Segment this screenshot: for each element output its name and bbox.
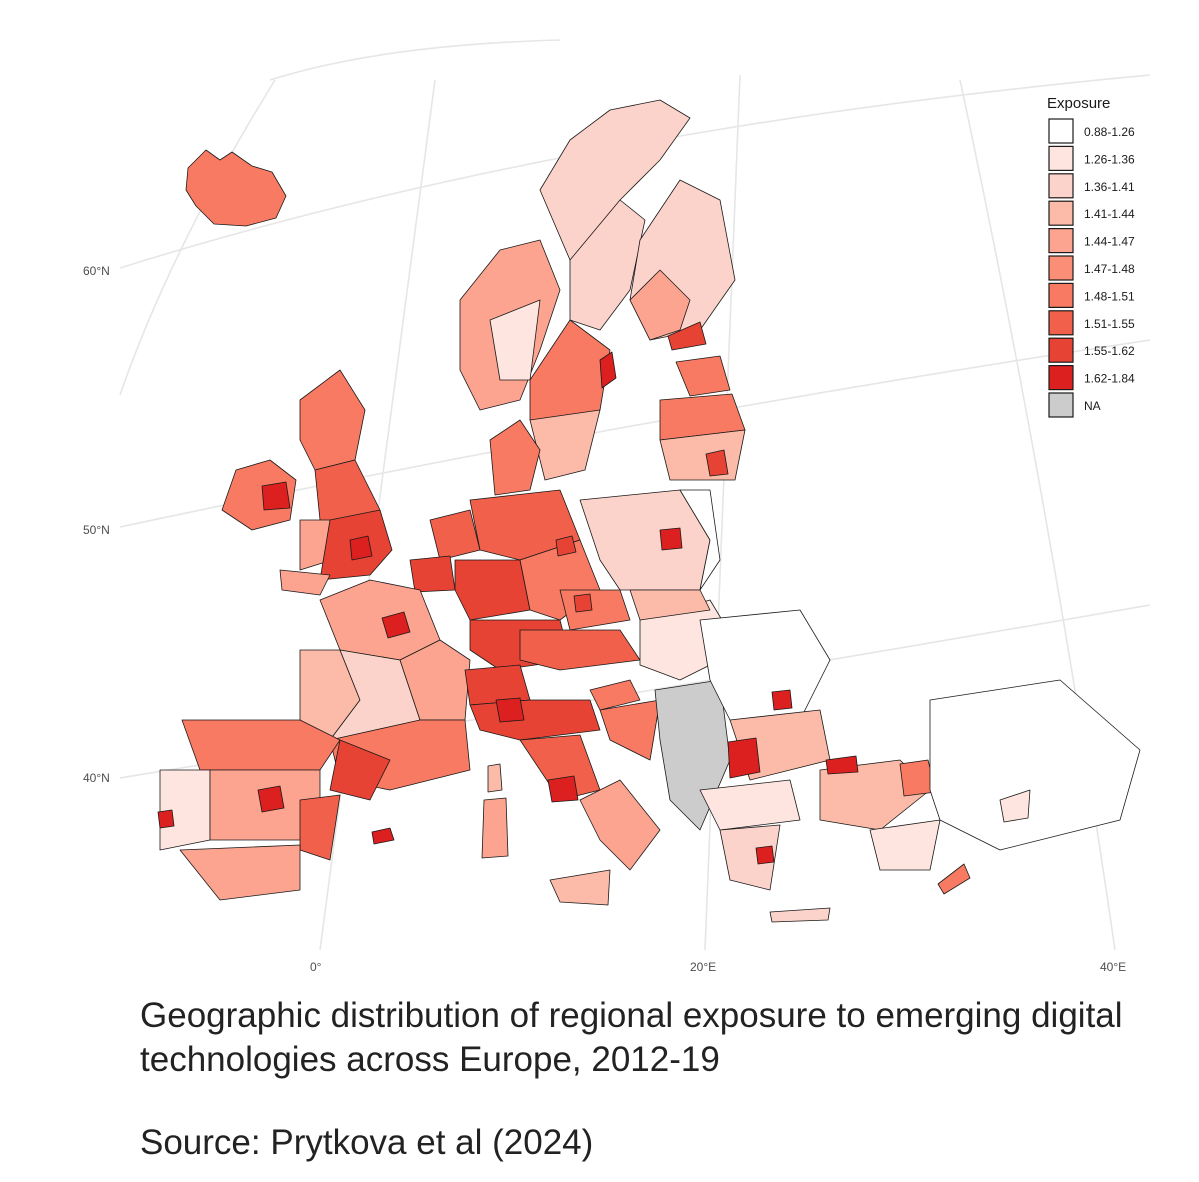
region-belgium [409,555,456,593]
legend-key-8 [1048,337,1074,363]
region-turkey-southeast [999,789,1031,823]
region-sweden-south [529,409,601,481]
region-greece-north [699,779,801,831]
region-bucharest [771,689,793,711]
region-catalonia [329,739,391,801]
region-andalusia [179,844,301,901]
region-prague [573,593,593,613]
region-poland-east [679,489,721,591]
region-iceland [185,149,287,227]
choropleth-map: 60°N 50°N 40°N 0° 20°E 40°E [83,39,1151,974]
region-germany-west [454,559,531,621]
region-stockholm [599,351,617,389]
caption-title: Geographic distribution of regional expo… [140,996,1123,1079]
region-dublin [261,481,291,511]
legend: Exposure 0.88-1.26 1.26-1.36 1.36-1.41 1.41… [1047,95,1135,418]
lat-label-40: 40°N [83,771,110,785]
region-sofia [727,737,761,779]
region-turkey-east [929,679,1141,851]
region-cornwall [279,569,331,596]
region-ireland [221,459,297,531]
legend-key-6 [1048,282,1074,308]
legend-label-0: 0.88-1.26 [1084,125,1135,139]
region-paris [381,611,411,639]
region-slovakia [629,589,711,621]
legend-label-7: 1.51-1.55 [1084,317,1135,331]
region-sardinia [481,797,509,859]
legend-key-2 [1048,173,1074,199]
region-austria [519,629,641,671]
europe-regions [157,99,1141,923]
legend-label-1: 1.26-1.36 [1084,152,1135,166]
region-istanbul [825,755,859,775]
legend-label-4: 1.44-1.47 [1084,235,1135,249]
region-slovenia [589,679,641,711]
region-scotland [299,369,366,471]
legend-label-6: 1.48-1.51 [1084,289,1135,303]
legend-label-5: 1.47-1.48 [1084,262,1135,276]
region-rome [547,775,579,803]
legend-label-9: 1.62-1.84 [1084,372,1135,386]
region-lisbon [157,809,175,829]
region-berlin [555,535,577,557]
region-corsica [487,763,503,793]
lon-label-0: 0° [310,960,322,974]
legend-label-3: 1.41-1.44 [1084,207,1135,221]
caption-source: Source: Prytkova et al (2024) [140,1123,594,1162]
region-madrid [257,785,285,813]
legend-key-1 [1048,145,1074,171]
region-finland-west [629,269,691,341]
region-valencia [299,794,341,861]
region-balearics [371,827,395,845]
region-athens [755,845,775,865]
region-portugal [159,769,211,851]
legend-key-9 [1048,365,1074,391]
legend-key-10 [1048,392,1074,418]
region-italy-south [579,779,661,871]
region-netherlands [429,509,481,561]
legend-key-4 [1048,228,1074,254]
region-milan [495,697,525,723]
region-denmark [489,419,541,496]
region-sicily [549,869,611,906]
region-cyprus [937,863,971,895]
region-czechia [559,589,631,631]
legend-label-2: 1.36-1.41 [1084,180,1135,194]
legend-title: Exposure [1047,95,1110,112]
legend-label-10: NA [1084,399,1101,413]
region-spain-north [181,719,341,771]
lat-label-60: 60°N [83,264,110,278]
lat-label-50: 50°N [83,523,110,537]
region-greece-south [719,824,781,891]
region-crete [769,907,831,923]
legend-key-7 [1048,310,1074,336]
legend-key-5 [1048,255,1074,281]
region-helsinki [667,321,707,351]
region-london [349,535,373,561]
region-vilnius [705,449,729,477]
region-italy-north [469,699,601,741]
legend-label-8: 1.55-1.62 [1084,344,1135,358]
lon-label-40e: 40°E [1100,960,1126,974]
region-warsaw [659,527,683,551]
lon-label-20e: 20°E [690,960,716,974]
legend-key-0 [1048,118,1074,144]
legend-key-3 [1048,200,1074,226]
region-croatia [599,699,661,761]
region-turkey-south [869,819,941,871]
region-estonia [675,355,731,397]
